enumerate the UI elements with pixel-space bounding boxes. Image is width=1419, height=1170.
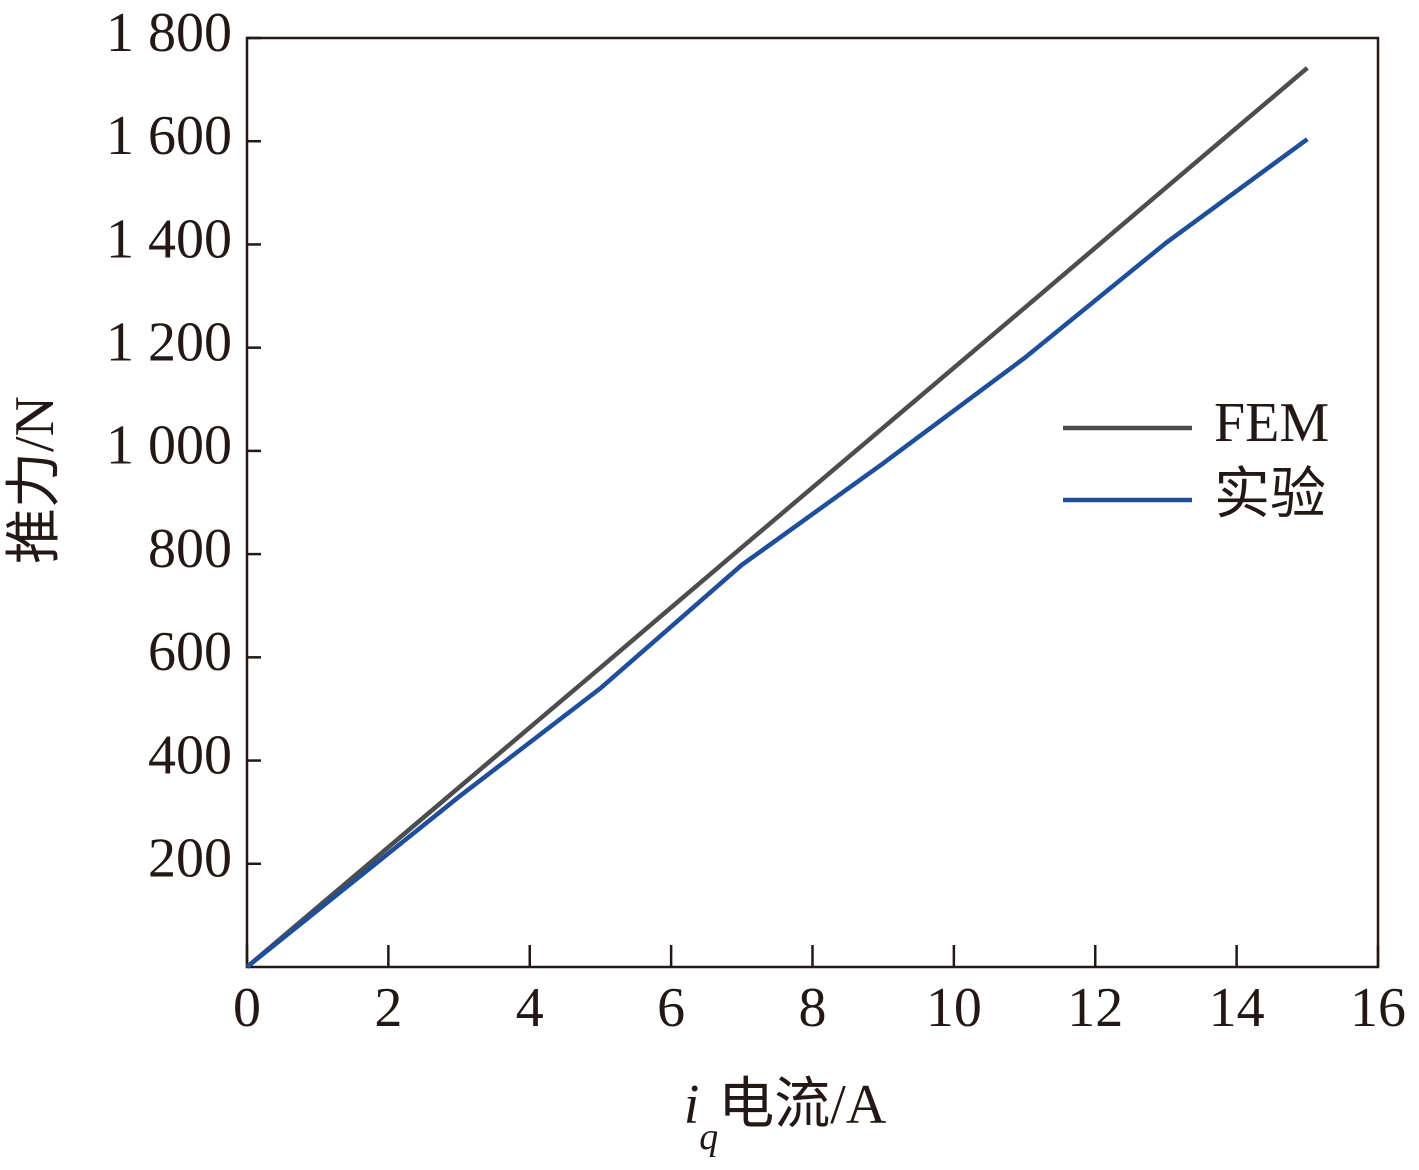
y-tick-label: 1 200 — [106, 312, 232, 374]
y-tick-label: 400 — [148, 724, 232, 786]
x-tick-label: 0 — [233, 977, 261, 1039]
x-tick-label: 12 — [1067, 977, 1123, 1039]
x-tick-label: 6 — [657, 977, 685, 1039]
y-tick-label: 200 — [148, 828, 232, 890]
data-line — [245, 66, 1309, 969]
x-tick-label: 10 — [926, 977, 982, 1039]
x-tick-label: 2 — [374, 977, 402, 1039]
x-tick-label: 4 — [516, 977, 544, 1039]
data-line — [245, 137, 1309, 969]
x-label-text: 电流/A — [718, 1074, 887, 1136]
legend-label: FEM — [1214, 392, 1329, 454]
y-tick-label: 800 — [148, 518, 232, 580]
x-tick-label: 16 — [1350, 977, 1406, 1039]
y-tick-label: 1 000 — [106, 415, 232, 477]
plot-frame — [245, 36, 1380, 969]
x-tick-label: 14 — [1209, 977, 1265, 1039]
y-axis-label: 推力/N — [4, 396, 66, 564]
x-tick-label: 8 — [799, 977, 827, 1039]
y-tick-label: 1 400 — [106, 208, 232, 270]
y-tick-label: 600 — [148, 621, 232, 683]
x-label-subscript: q — [699, 1116, 718, 1158]
y-tick-label: 1 600 — [106, 105, 232, 167]
x-label-symbol: i — [684, 1074, 700, 1136]
y-tick-label: 1 800 — [106, 2, 232, 64]
legend-label: 实验 — [1214, 464, 1326, 526]
x-axis-label: iq电流/A — [684, 1074, 887, 1158]
